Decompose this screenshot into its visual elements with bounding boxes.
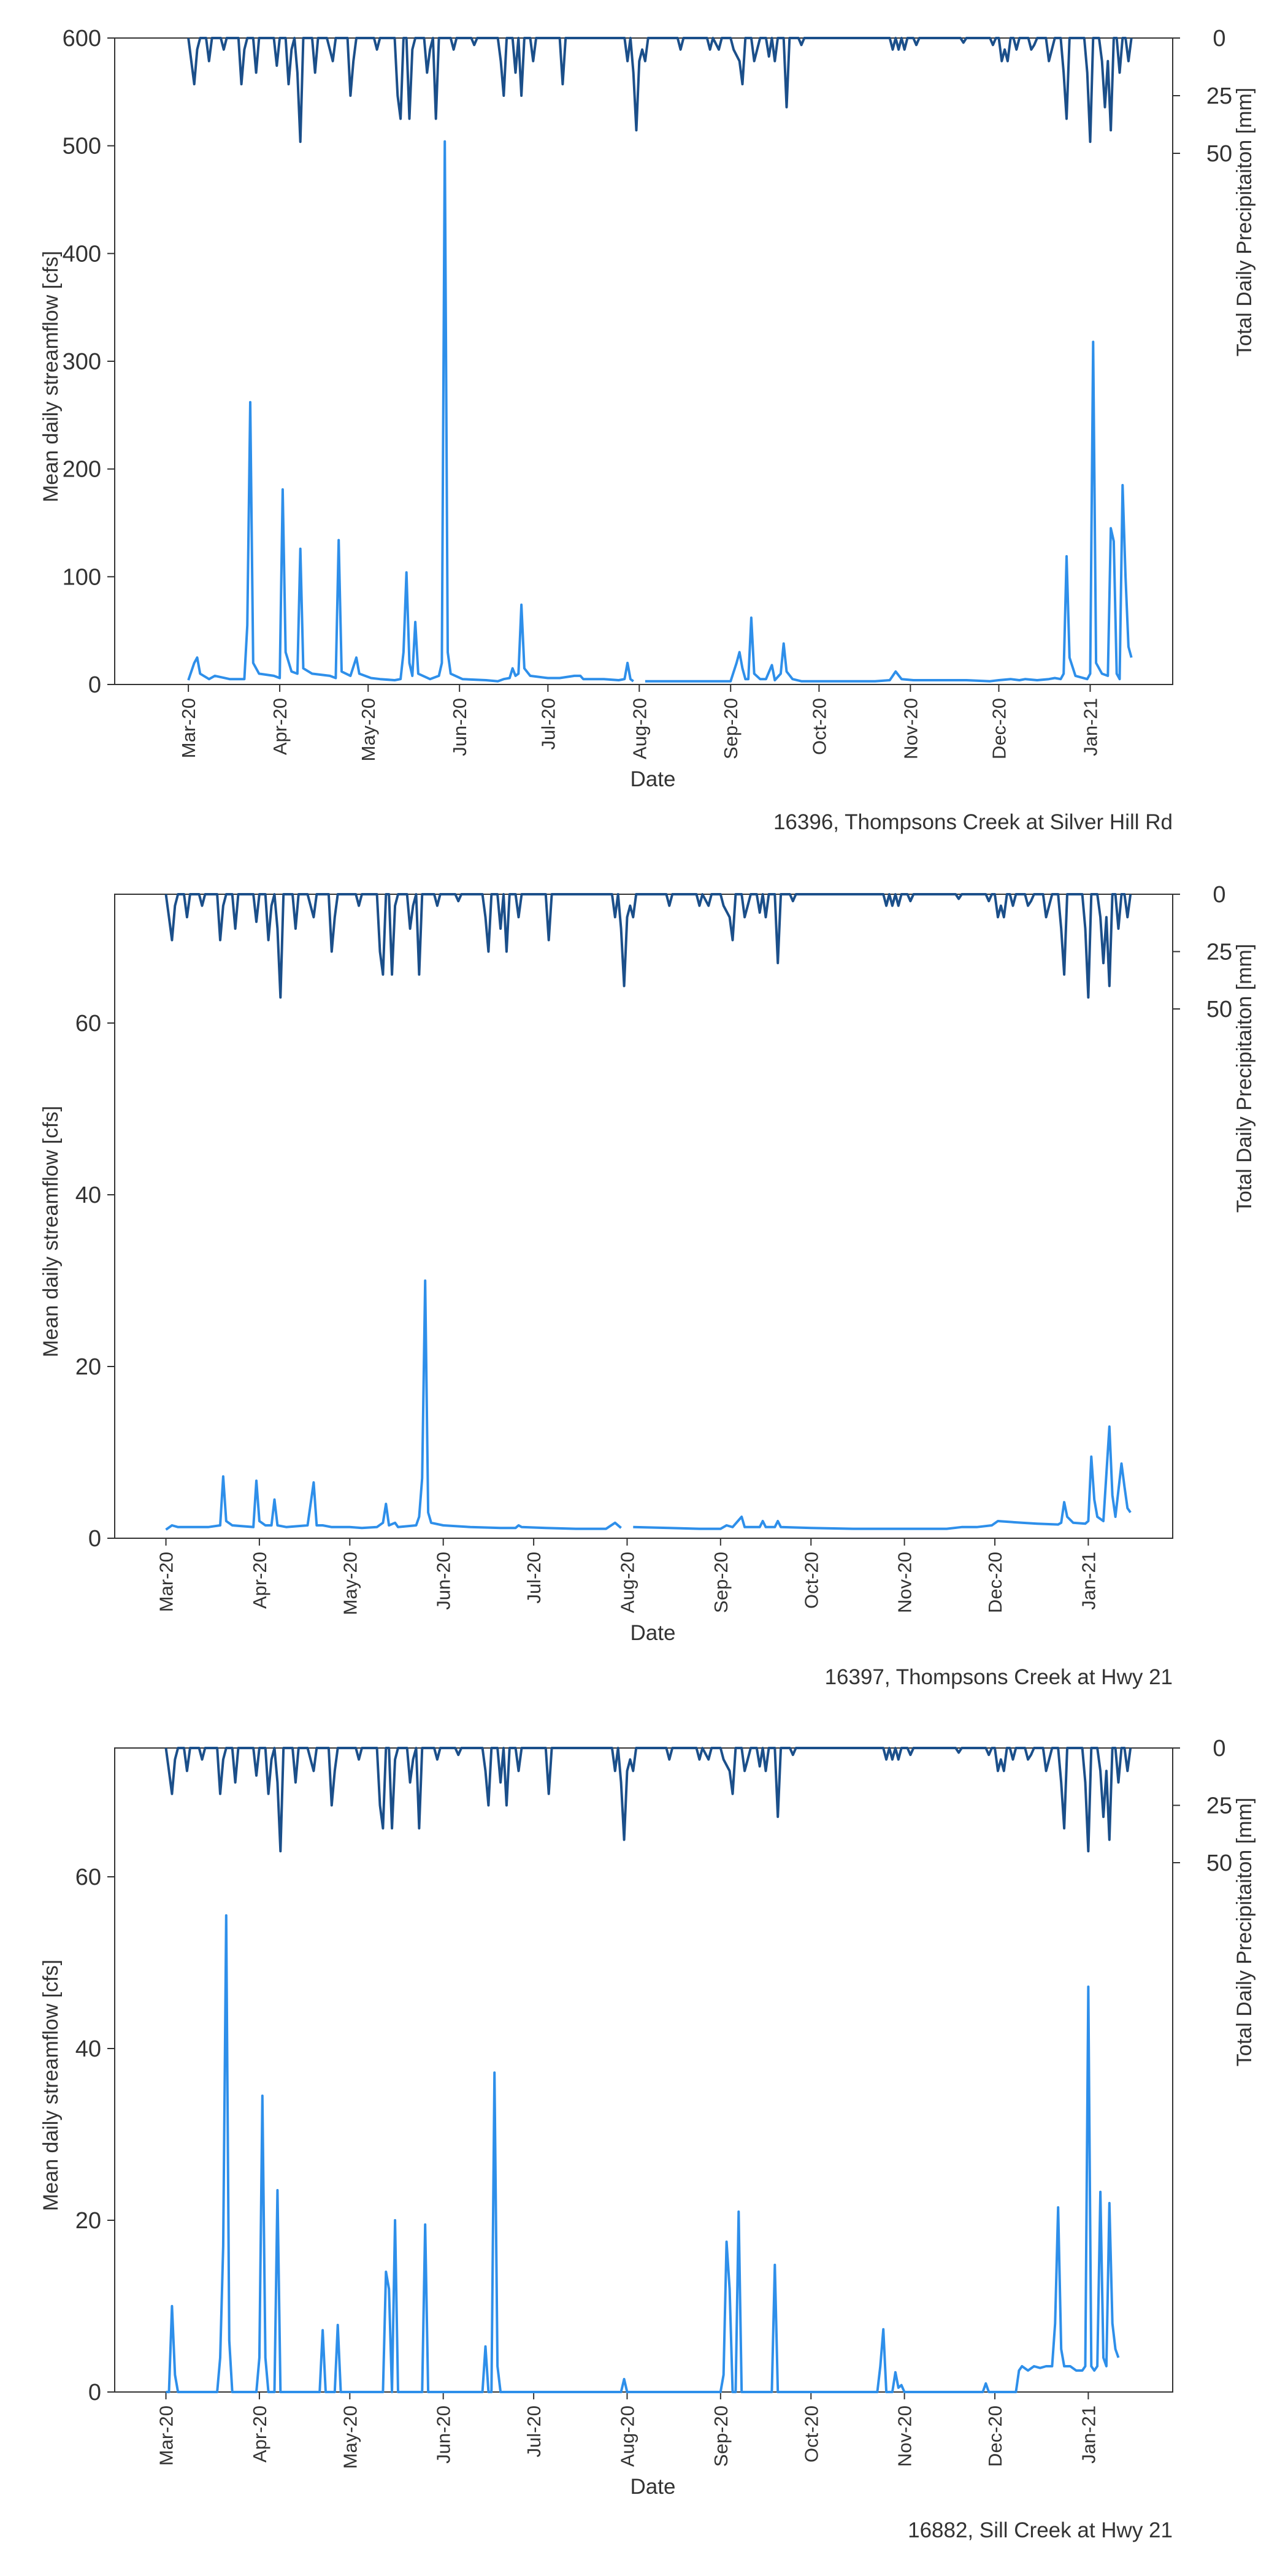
x-tick-label: Jun-20: [433, 1552, 454, 1610]
x-axis-label: Date: [631, 1621, 676, 1645]
x-tick-label: Sep-20: [710, 1552, 732, 1613]
streamflow-line: [187, 140, 1133, 683]
chart-panel: 0 20 40 60 0 25 50 Mar-20 Apr-20 May-20 Jun-20 Jul-…: [39, 882, 1256, 1689]
x-tick-label: Jul-20: [523, 1552, 545, 1603]
y-tick-label: 600: [63, 26, 101, 52]
y-tick-label: 0: [88, 1526, 101, 1552]
x-tick-label: Apr-20: [269, 698, 291, 755]
x-tick-label: Nov-20: [900, 698, 921, 759]
precip-tick-label: 0: [1213, 26, 1225, 52]
x-tick-label: Mar-20: [156, 2405, 177, 2466]
y-tick-label: 500: [63, 134, 101, 159]
precip-tick-label: 25: [1206, 1793, 1232, 1819]
x-tick-label: Aug-20: [616, 1552, 638, 1613]
y-tick-label: 60: [75, 1865, 101, 1890]
x-axis-label: Date: [631, 767, 676, 791]
y-tick-label: 300: [63, 349, 101, 375]
streamflow-line: [165, 1279, 1132, 1531]
x-tick-label: Dec-20: [984, 1552, 1006, 1613]
y-tick-label: 20: [75, 2208, 101, 2234]
plot-frame: [114, 894, 1173, 1539]
precip-tick-label: 0: [1213, 882, 1225, 908]
precip-tick-label: 50: [1206, 997, 1232, 1022]
chart-caption: 16397, Thompsons Creek at Hwy 21: [825, 1665, 1173, 1689]
y-axis-label: Mean daily streamflow [cfs]: [39, 1106, 63, 1357]
plot-frame: [114, 1747, 1173, 2393]
precip-tick-label: 25: [1206, 83, 1232, 109]
x-tick-label: Jan-21: [1078, 2405, 1099, 2464]
x-tick-label: Jul-20: [537, 698, 559, 749]
precip-tick-label: 0: [1213, 1736, 1225, 1761]
y-tick-label: 20: [75, 1354, 101, 1380]
x-tick-label: Dec-20: [989, 698, 1010, 759]
x-tick-label: Sep-20: [720, 698, 742, 759]
y-tick-label: 0: [88, 2380, 101, 2405]
x-tick-label: Sep-20: [710, 2405, 732, 2467]
x-tick-label: Jan-21: [1078, 1552, 1099, 1610]
y-tick-label: 100: [63, 564, 101, 590]
x-tick-label: Nov-20: [894, 1552, 916, 1613]
chart-caption: 16396, Thompsons Creek at Silver Hill Rd: [773, 810, 1173, 834]
precip-tick-label: 50: [1206, 1850, 1232, 1876]
x-tick-label: Oct-20: [800, 1552, 822, 1609]
x-tick-label: Apr-20: [249, 2405, 270, 2463]
y-tick-label: 200: [63, 457, 101, 483]
precipitation-line: [187, 37, 1133, 144]
y-tick-label: 0: [88, 672, 101, 698]
x-tick-label: May-20: [339, 1552, 361, 1615]
y-tick-label: 400: [63, 241, 101, 267]
y-tick-label: 60: [75, 1011, 101, 1037]
y-tick-label: 40: [75, 2036, 101, 2062]
precipitation-line: [164, 893, 1132, 999]
x-tick-label: Mar-20: [156, 1552, 177, 1612]
precip-tick-label: 25: [1206, 940, 1232, 965]
y2-axis-label: Total Daily Precipitaiton [mm]: [1233, 88, 1256, 356]
x-tick-label: Nov-20: [894, 2405, 916, 2467]
x-tick-label: Apr-20: [249, 1552, 270, 1609]
y-axis-label: Mean daily streamflow [cfs]: [39, 1960, 63, 2211]
x-tick-label: Oct-20: [808, 698, 830, 755]
x-tick-label: Dec-20: [984, 2405, 1006, 2467]
x-tick-label: Jan-21: [1079, 698, 1101, 756]
y2-axis-label: Total Daily Precipitaiton [mm]: [1233, 1798, 1256, 2066]
streamflow-line: [166, 1914, 1120, 2393]
chart-panel: 0 100 200 300 400 500 600 0 25 50 Mar-20 Apr-20 May-…: [39, 26, 1256, 834]
x-tick-label: May-20: [358, 698, 379, 761]
y2-axis-label: Total Daily Precipitaiton [mm]: [1233, 944, 1256, 1213]
precipitation-line: [164, 1747, 1132, 1853]
x-tick-label: Jul-20: [523, 2405, 545, 2457]
chart-panel: 0 20 40 60 0 25 50 Mar-20 Apr-20 May-20 Jun-20 Jul-…: [39, 1736, 1256, 2542]
x-axis-label: Date: [631, 2475, 676, 2499]
precip-tick-label: 50: [1206, 141, 1232, 167]
x-tick-label: Aug-20: [629, 698, 650, 759]
x-tick-label: Oct-20: [800, 2405, 822, 2463]
plot-frame: [114, 37, 1173, 685]
x-tick-label: Mar-20: [178, 698, 199, 758]
chart-caption: 16882, Sill Creek at Hwy 21: [908, 2518, 1173, 2542]
x-tick-label: May-20: [339, 2405, 361, 2469]
x-tick-label: Jun-20: [433, 2405, 454, 2464]
x-tick-label: Aug-20: [616, 2405, 638, 2467]
y-axis-label: Mean daily streamflow [cfs]: [39, 251, 63, 502]
x-tick-label: Jun-20: [449, 698, 470, 756]
y-tick-label: 40: [75, 1183, 101, 1208]
